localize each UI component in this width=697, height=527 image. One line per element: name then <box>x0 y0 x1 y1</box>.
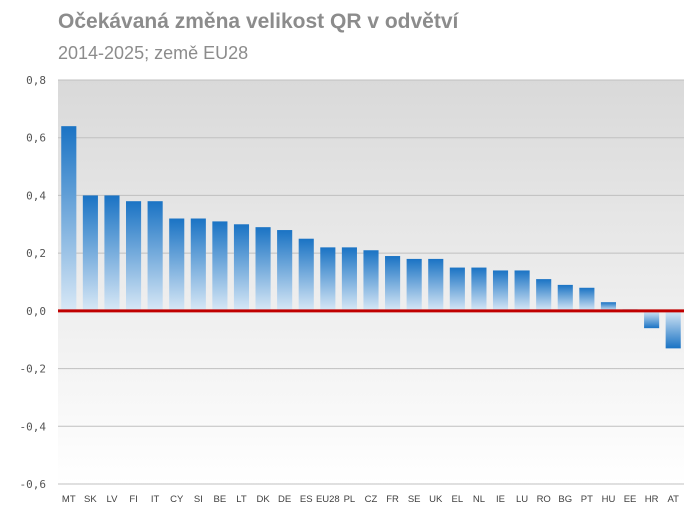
y-tick-label: 0,2 <box>26 247 46 260</box>
y-tick-label: 0,8 <box>26 74 46 87</box>
bar-ro <box>536 279 552 311</box>
x-tick-label: NL <box>473 494 485 505</box>
x-tick-label: AT <box>667 494 679 505</box>
x-tick-label: MT <box>62 494 76 505</box>
bar-lv <box>104 195 120 311</box>
x-tick-label: PL <box>344 494 356 505</box>
bar-it <box>147 201 163 311</box>
x-tick-label: SK <box>84 494 97 505</box>
x-tick-label: EL <box>452 494 464 505</box>
bar-mt <box>61 126 77 311</box>
x-tick-label: IE <box>496 494 505 505</box>
bar-pl <box>341 247 357 311</box>
bar-fr <box>385 256 401 311</box>
bar-lu <box>514 270 530 311</box>
x-tick-label: FI <box>129 494 137 505</box>
bar-be <box>212 221 228 311</box>
x-tick-label: UK <box>429 494 443 505</box>
bar-es <box>298 238 314 311</box>
x-tick-label: DE <box>278 494 291 505</box>
y-axis-ticks: 0,8 0,6 0,4 0,2 0,0 -0,2 -0,4 -0,6 <box>20 74 47 491</box>
x-tick-label: DK <box>256 494 270 505</box>
chart-subtitle: 2014-2025; země EU28 <box>58 43 249 63</box>
x-tick-label: FR <box>386 494 399 505</box>
bars <box>61 126 681 349</box>
x-tick-label: EE <box>624 494 637 505</box>
x-tick-label: CY <box>170 494 184 505</box>
x-tick-label: CZ <box>365 494 378 505</box>
x-tick-label: LV <box>107 494 119 505</box>
bar-fi <box>125 201 142 311</box>
x-tick-label: LU <box>516 494 528 505</box>
x-tick-label: HR <box>645 494 659 505</box>
bar-pt <box>579 287 595 311</box>
bar-uk <box>428 258 444 311</box>
bar-se <box>406 258 422 311</box>
chart-title: Očekávaná změna velikost QR v odvětví <box>58 10 459 33</box>
bar-hu <box>600 302 617 311</box>
bar-el <box>449 267 465 311</box>
bar-dk <box>255 227 271 311</box>
bar-hr <box>644 310 660 329</box>
bar-ie <box>492 270 509 311</box>
y-tick-label: -0,4 <box>20 420 47 433</box>
bar-at <box>665 310 681 349</box>
y-tick-label: 0,6 <box>26 132 46 145</box>
bar-nl <box>471 267 487 311</box>
x-tick-label: BG <box>558 494 572 505</box>
y-tick-label: -0,2 <box>20 363 47 376</box>
bar-sk <box>82 195 98 311</box>
x-tick-label: HU <box>602 494 616 505</box>
x-tick-label: SE <box>408 494 421 505</box>
y-tick-label: 0,0 <box>26 305 46 318</box>
y-tick-label: 0,4 <box>26 189 46 202</box>
x-axis-ticks: MT SK LV FI IT CY SI BE LT DK DE ES EU28 PL CZ FR SE UK EL… <box>62 494 679 505</box>
bar-cy <box>169 218 185 311</box>
bar-bg <box>557 284 573 311</box>
bar-de <box>277 230 293 311</box>
x-tick-label: SI <box>194 494 203 505</box>
bar-cz <box>363 250 379 311</box>
x-tick-label: EU28 <box>316 494 340 505</box>
y-tick-label: -0,6 <box>20 478 47 491</box>
bar-eu28 <box>320 247 336 311</box>
x-tick-label: IT <box>151 494 160 505</box>
x-tick-label: PT <box>581 494 593 505</box>
bar-lt <box>233 224 250 311</box>
x-tick-label: LT <box>236 494 247 505</box>
x-tick-label: RO <box>537 494 551 505</box>
x-tick-label: ES <box>300 494 313 505</box>
x-tick-label: BE <box>214 494 227 505</box>
bar-si <box>190 218 206 311</box>
